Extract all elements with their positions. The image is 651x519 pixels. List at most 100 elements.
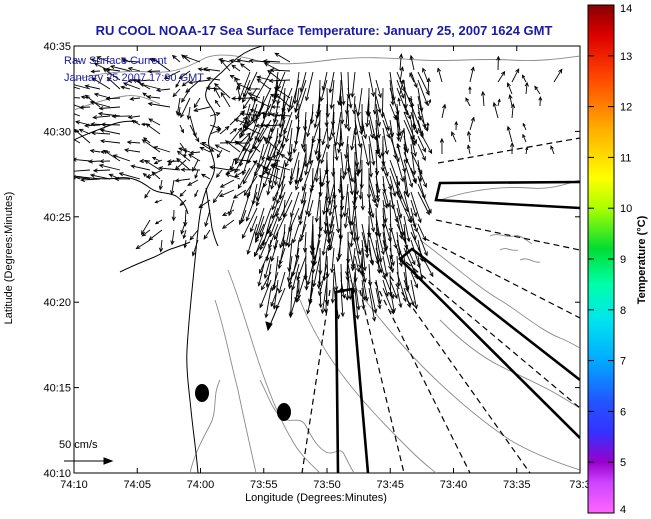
current-vector — [255, 103, 265, 122]
dashed-range-line — [405, 261, 580, 409]
coastline-new-jersey — [186, 46, 263, 473]
current-vector — [278, 247, 286, 266]
dashed-range-line — [435, 219, 580, 251]
current-vector — [399, 66, 405, 83]
current-vector — [375, 215, 382, 238]
current-vector — [192, 159, 199, 172]
current-vector — [273, 167, 279, 186]
current-vector — [97, 111, 121, 117]
coastline — [74, 46, 263, 473]
current-vector — [349, 215, 356, 248]
current-vector — [121, 58, 141, 64]
x-tick-label: 73:50 — [313, 479, 341, 491]
current-vector — [398, 53, 404, 71]
current-vector — [131, 119, 141, 126]
x-tick-label: 74:00 — [187, 479, 215, 491]
current-vector — [257, 263, 265, 287]
bathymetry-contour — [439, 319, 580, 409]
current-vector — [360, 191, 365, 211]
current-vector — [330, 247, 335, 274]
current-vector — [182, 229, 187, 240]
current-vector — [342, 183, 349, 218]
current-vector — [323, 207, 329, 227]
current-vector — [267, 207, 279, 235]
current-vector — [497, 98, 501, 107]
current-vector — [333, 199, 341, 234]
current-vector — [410, 167, 417, 185]
current-vector — [375, 135, 381, 155]
survey-boxes — [334, 180, 580, 473]
y-tick-label: 40:25 — [43, 212, 71, 224]
current-vector — [253, 239, 265, 257]
current-vector — [122, 82, 141, 90]
current-vector — [410, 111, 419, 135]
current-vector — [148, 118, 161, 126]
current-vector — [354, 255, 361, 273]
current-vector — [155, 87, 171, 93]
current-vector — [394, 114, 401, 131]
current-vector — [189, 229, 199, 241]
current-vector — [249, 215, 258, 233]
current-vector — [309, 215, 314, 251]
current-vector — [339, 127, 345, 147]
current-vector — [300, 183, 307, 205]
current-vector — [410, 271, 419, 289]
current-vector — [417, 71, 430, 96]
current-vector — [225, 173, 241, 180]
current-vector — [522, 133, 527, 143]
current-vector — [103, 149, 121, 162]
survey-box-north — [434, 180, 580, 210]
coastline-inlet — [74, 120, 139, 141]
y-tick-label: 40:10 — [43, 468, 71, 480]
current-vector — [261, 271, 272, 291]
current-vector — [236, 85, 241, 99]
current-vector — [278, 191, 293, 222]
current-vector — [426, 77, 431, 95]
current-vector — [89, 100, 111, 108]
bathymetry-contour — [439, 179, 580, 201]
current-vector — [271, 199, 279, 220]
current-vector — [328, 215, 335, 236]
current-vector — [480, 90, 486, 107]
current-vector — [340, 279, 346, 299]
current-vector — [417, 231, 428, 257]
current-vector — [271, 191, 279, 211]
current-vector — [239, 132, 251, 144]
current-vector — [380, 151, 386, 172]
current-vector — [92, 168, 111, 173]
current-vector — [100, 122, 121, 127]
station-marker — [195, 384, 209, 402]
current-vector — [354, 159, 360, 177]
current-vector — [409, 72, 415, 83]
current-vector — [259, 279, 272, 309]
current-vector — [368, 247, 375, 266]
current-vector — [306, 263, 314, 286]
current-vector — [399, 79, 405, 95]
current-vector — [403, 111, 418, 145]
dashed-range-line — [437, 137, 580, 164]
current-vector — [84, 123, 101, 128]
current-vector — [357, 143, 363, 174]
scale-label: 50 cm/s — [59, 439, 98, 451]
current-vector — [408, 97, 415, 107]
current-vector — [213, 86, 221, 99]
current-vector — [180, 97, 191, 119]
current-vector — [263, 136, 281, 153]
current-vector — [510, 103, 516, 119]
current-vector — [147, 101, 171, 108]
current-vector — [272, 175, 286, 202]
current-vector — [361, 135, 370, 167]
current-vector — [183, 239, 187, 249]
current-vector — [177, 106, 182, 117]
current-vector — [522, 74, 527, 83]
current-vector — [422, 67, 429, 83]
dashed-range-line — [389, 275, 531, 473]
current-vector — [74, 84, 91, 90]
current-vector — [354, 287, 360, 320]
current-vector — [389, 135, 400, 163]
current-vector — [262, 103, 272, 120]
x-tick-label: 74:10 — [60, 479, 88, 491]
current-vector — [78, 105, 91, 110]
current-vector — [188, 79, 211, 85]
current-vector — [375, 79, 382, 99]
